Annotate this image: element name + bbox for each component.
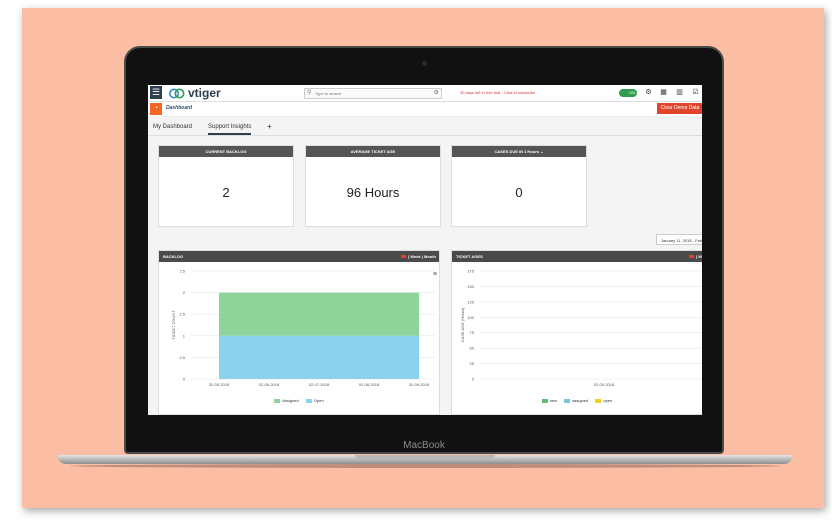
- y-tick-label: 50: [470, 346, 475, 351]
- card-value: 0: [515, 185, 523, 200]
- backlog-chart: 0 0.5 1 1.5 2 2.5 TICKET COUNT 02-05-2018 02-06-…: [171, 269, 435, 387]
- legend-swatch: [274, 398, 281, 403]
- camera-icon: [422, 61, 427, 66]
- device-brand: MacBook: [403, 440, 445, 451]
- x-tick-label: 02-07-2018: [309, 382, 330, 387]
- legend-swatch: [305, 398, 312, 403]
- x-tick-label: 02-05-2018: [209, 382, 230, 387]
- period-links[interactable]: | Week | Month: [401, 251, 436, 262]
- gear-icon[interactable]: ⚙: [645, 89, 652, 96]
- period-indicator: [688, 255, 694, 259]
- backlog-widget: BACKLOG | Week | Month ≡ 0 0.5 1 1.5 2 2.5 TIC…: [158, 250, 440, 415]
- widget-header: BACKLOG | Week | Month: [159, 251, 439, 262]
- top-bar: ☰ vtiger ⚲ ⚙ 30 days left in free trial …: [148, 85, 702, 102]
- search-icon: ⚲: [307, 90, 312, 96]
- y-tick-label: 175: [467, 269, 474, 274]
- period-links-text[interactable]: | W: [695, 254, 702, 259]
- backlog-legend: Assigned Open: [159, 398, 439, 403]
- tab-my-dashboard[interactable]: My Dashboard: [153, 124, 193, 130]
- legend-swatch: [595, 398, 602, 403]
- legend-item[interactable]: assigned: [564, 398, 588, 403]
- x-tick-label: 02-05-2018: [594, 382, 615, 387]
- global-search[interactable]: ⚲ ⚙: [304, 88, 442, 99]
- tab-support-insights[interactable]: Support Insights: [208, 124, 252, 135]
- legend-item[interactable]: Assigned: [274, 398, 299, 403]
- module-bar: ◔ Dashboard Clear Demo Data: [148, 102, 702, 117]
- y-tick-label: 125: [467, 299, 474, 304]
- period-links[interactable]: | W: [688, 251, 702, 262]
- y-tick-label: 0: [183, 377, 186, 382]
- menu-icon[interactable]: ☰: [150, 86, 162, 99]
- ticket-ages-legend: new assigned open: [452, 398, 702, 403]
- tab-divider: [148, 135, 702, 136]
- calendar-icon[interactable]: ▦: [660, 89, 667, 96]
- y-tick-label: 75: [470, 330, 475, 335]
- card-title[interactable]: CASES DUE IN 1 Hours ⌄: [452, 146, 586, 157]
- x-tick-label: 02-06-2018: [259, 382, 280, 387]
- y-tick-label: 25: [470, 361, 475, 366]
- card-title: AVERAGE TICKET AGE: [306, 146, 440, 157]
- clear-demo-data-button[interactable]: Clear Demo Data: [657, 103, 702, 114]
- card-average-ticket-age: AVERAGE TICKET AGE 96 Hours: [305, 145, 441, 227]
- card-value: 2: [222, 185, 230, 200]
- y-axis-label: CASE AGE (Hours): [460, 307, 465, 342]
- ticket-ages-widget: TICKET AGES | W 0 25 50 75 100 125 150 175 CASE …: [451, 250, 702, 415]
- card-value: 96 Hours: [346, 185, 400, 200]
- app-screen: ☰ vtiger ⚲ ⚙ 30 days left in free trial …: [148, 85, 702, 415]
- laptop-notch: [355, 455, 495, 459]
- x-tick-label: 02-09-2018: [409, 382, 430, 387]
- area-series-open: [219, 335, 419, 379]
- area-series-assigned: [219, 292, 419, 336]
- logo-text: vtiger: [188, 86, 221, 100]
- y-tick-label: 0: [472, 377, 475, 382]
- search-input[interactable]: [315, 89, 425, 98]
- dashboard-icon: ◔: [150, 103, 162, 115]
- widget-title: BACKLOG: [163, 254, 184, 259]
- legend-swatch: [564, 398, 571, 403]
- legend-item[interactable]: Open: [305, 398, 324, 403]
- y-tick-label: 150: [467, 284, 474, 289]
- y-tick-label: 2.5: [179, 269, 185, 274]
- legend-item[interactable]: open: [595, 398, 612, 403]
- y-axis-label: TICKET COUNT: [171, 310, 176, 340]
- tasks-icon[interactable]: ☑: [692, 89, 699, 96]
- widget-header: TICKET AGES | W: [452, 251, 702, 262]
- trial-notice[interactable]: 30 days left in free trial - Click to su…: [460, 90, 536, 95]
- x-tick-label: 02-08-2018: [359, 382, 380, 387]
- search-options-icon[interactable]: ⚙: [433, 90, 439, 96]
- chart-menu-icon[interactable]: ≡: [432, 271, 437, 278]
- period-links-text[interactable]: | Week | Month: [408, 254, 436, 259]
- laptop-base: [58, 455, 792, 464]
- add-tab-button[interactable]: +: [267, 122, 272, 131]
- card-cases-due: CASES DUE IN 1 Hours ⌄ 0: [451, 145, 587, 227]
- ticket-ages-chart: 0 25 50 75 100 125 150 175 CASE AGE (Hours) 02-05…: [460, 269, 702, 387]
- legend-swatch: [541, 398, 548, 403]
- y-tick-label: 1.5: [179, 312, 185, 317]
- legend-item[interactable]: new: [541, 398, 557, 403]
- period-indicator: [401, 255, 407, 259]
- module-title: Dashboard: [166, 105, 193, 111]
- status-toggle[interactable]: ON: [619, 89, 637, 97]
- laptop-shadow: [70, 464, 780, 468]
- app-logo[interactable]: vtiger: [168, 86, 221, 100]
- reports-icon[interactable]: ▥: [676, 89, 683, 96]
- date-range-picker[interactable]: January 11, 2018 - Feb: [656, 234, 702, 245]
- y-tick-label: 1: [183, 333, 186, 338]
- logo-icon: [169, 88, 185, 98]
- y-tick-label: 100: [467, 315, 474, 320]
- y-tick-label: 0.5: [179, 355, 185, 360]
- widget-title: TICKET AGES: [456, 254, 483, 259]
- card-title: CURRENT BACKLOG: [159, 146, 293, 157]
- card-current-backlog: CURRENT BACKLOG 2: [158, 145, 294, 227]
- y-tick-label: 2: [183, 290, 186, 295]
